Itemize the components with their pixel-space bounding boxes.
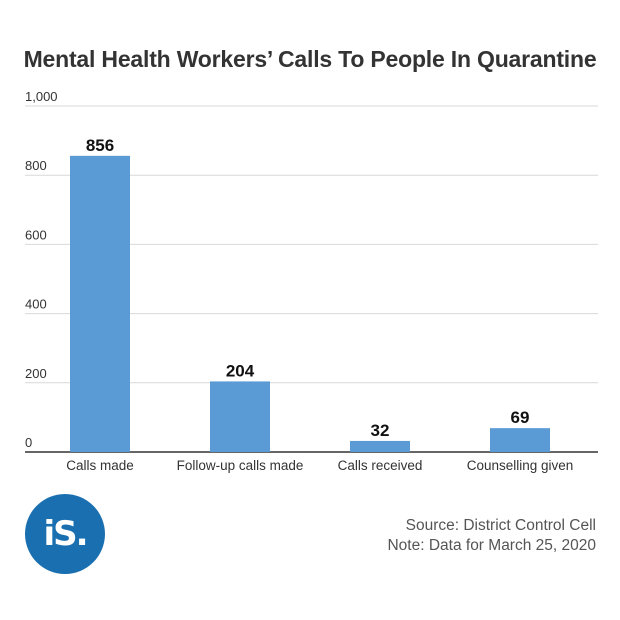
chart-title: Mental Health Workers’ Calls To People I…	[23, 46, 597, 72]
bar	[210, 381, 270, 452]
y-tick-label: 1,000	[25, 89, 58, 104]
bar	[70, 155, 130, 452]
y-tick-label: 200	[25, 366, 47, 381]
x-category-label: Counselling given	[467, 458, 574, 473]
bar-chart: 0 200 400 600 800 1,000 856 Calls made 204 Follo…	[25, 89, 598, 473]
x-category-label: Calls received	[338, 458, 423, 473]
note-text: Note: Data for March 25, 2020	[387, 537, 596, 554]
bar	[490, 428, 550, 452]
x-category-label: Follow-up calls made	[177, 458, 304, 473]
source-block: Source: District Control Cell Note: Data…	[387, 516, 596, 556]
logo-icon: iS.	[25, 494, 105, 574]
y-tick-label: 800	[25, 158, 47, 173]
x-category-label: Calls made	[66, 458, 134, 473]
bar-value-label: 32	[371, 421, 390, 440]
bar-value-label: 856	[86, 136, 114, 155]
bar	[350, 440, 410, 452]
y-tick-label: 600	[25, 227, 47, 242]
source-text: Source: District Control Cell	[405, 517, 596, 534]
y-tick-label: 0	[25, 435, 32, 450]
y-tick-label: 400	[25, 297, 47, 312]
bar-value-label: 69	[511, 408, 530, 427]
bar-value-label: 204	[226, 361, 255, 380]
